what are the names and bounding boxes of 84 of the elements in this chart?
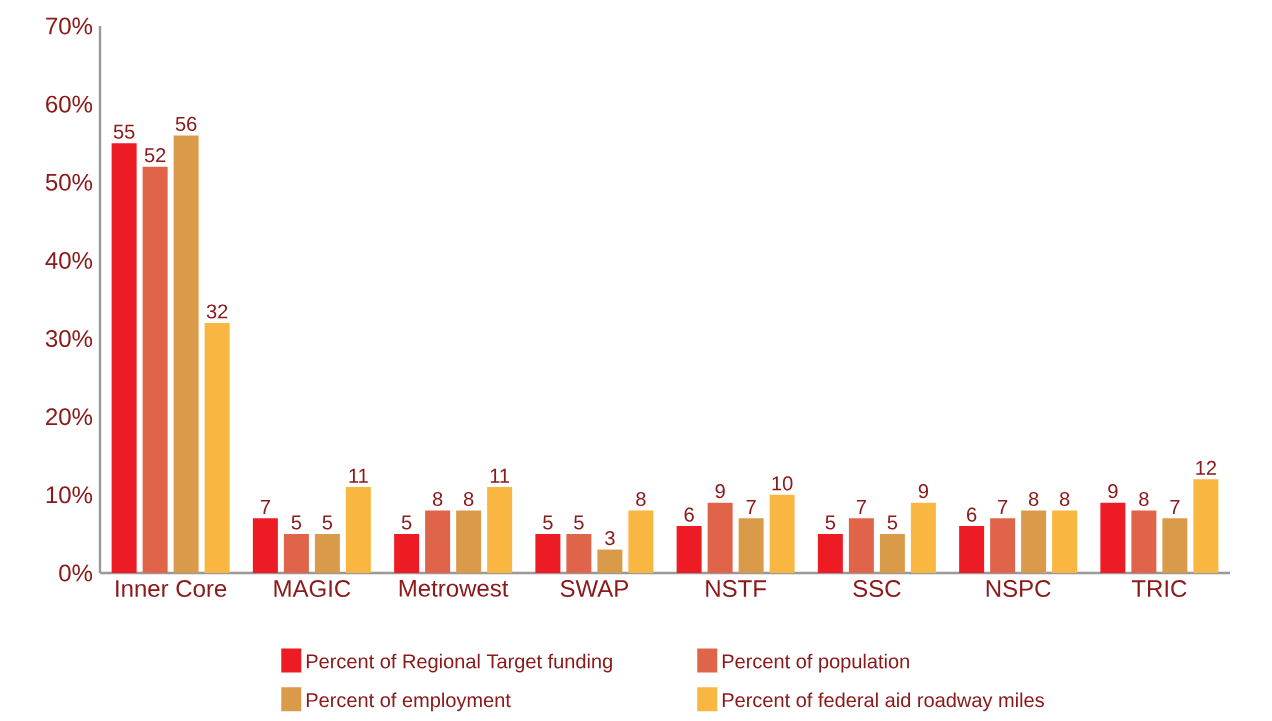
data-label: 7: [260, 500, 270, 514]
bar: [1193, 479, 1219, 573]
data-label: 11: [349, 468, 368, 483]
data-label: 32: [206, 304, 228, 319]
bar: [879, 533, 905, 573]
data-label: 5: [543, 515, 553, 530]
data-label: 9: [1108, 484, 1118, 499]
data-label: 7: [856, 500, 866, 514]
bar: [566, 533, 592, 573]
data-label: 56: [175, 116, 197, 131]
bar: [487, 487, 513, 573]
data-label: 8: [1028, 491, 1039, 507]
y-tick-label: 30%: [45, 330, 93, 348]
bar: [628, 510, 654, 573]
y-tick-label: 20%: [46, 408, 93, 426]
bar: [959, 526, 985, 573]
bar: [345, 487, 371, 573]
legend-label: Percent of federal aid roadway miles: [722, 692, 1044, 712]
data-label: 10: [772, 476, 793, 491]
bar: [707, 502, 733, 573]
bar: [597, 549, 623, 573]
bar: [283, 533, 309, 573]
y-tick-label: 50%: [45, 173, 93, 191]
data-label: 7: [998, 500, 1008, 514]
data-label: 5: [401, 515, 412, 530]
data-label: 5: [291, 515, 302, 530]
data-label: 8: [636, 491, 646, 507]
bar: [394, 533, 420, 573]
bar: [142, 166, 168, 573]
x-tick-label: TRIC: [1131, 580, 1187, 598]
bar: [738, 518, 764, 573]
data-label: 55: [113, 124, 135, 139]
data-label: 6: [684, 507, 694, 522]
data-label: 52: [144, 148, 166, 163]
bar: [1052, 510, 1078, 573]
data-label: 3: [605, 530, 615, 546]
bar: [204, 322, 230, 573]
data-label: 8: [463, 491, 474, 507]
bar: [173, 135, 199, 573]
bar: [1162, 518, 1188, 573]
legend-label: Percent of Regional Target funding: [306, 653, 612, 673]
bar: [535, 533, 561, 573]
data-label: 7: [1170, 500, 1180, 514]
data-label: 5: [574, 515, 584, 530]
x-tick-label: MAGIC: [274, 580, 351, 598]
bar: [848, 518, 874, 573]
y-tick-label: 10%: [46, 486, 93, 504]
bar: [1131, 510, 1157, 573]
data-label: 7: [746, 500, 756, 514]
bar: [1021, 510, 1047, 573]
data-label: 5: [825, 515, 836, 530]
x-tick-label: Inner Core: [116, 580, 227, 598]
bar: [910, 502, 936, 573]
data-label: 8: [1059, 491, 1070, 507]
x-tick-label: NSTF: [706, 580, 766, 598]
data-label: 8: [1139, 491, 1149, 507]
bar: [990, 518, 1016, 573]
y-tick-label: 70%: [46, 17, 93, 35]
bar: [456, 510, 482, 573]
data-label: 5: [322, 515, 333, 530]
x-tick-label: NSPC: [986, 580, 1051, 598]
bar: [769, 494, 795, 573]
data-label: 9: [715, 484, 725, 499]
legend-label: Percent of employment: [306, 692, 511, 712]
bar: [111, 143, 137, 573]
bar: [817, 533, 843, 573]
bar: [314, 533, 340, 573]
data-label: 5: [887, 515, 898, 530]
data-label: 8: [432, 491, 443, 507]
legend-label: Percent of population: [722, 653, 909, 673]
bar: [676, 526, 702, 573]
x-tick-label: Metrowest: [399, 580, 509, 597]
bar: [1100, 502, 1126, 573]
y-tick-label: 0%: [59, 564, 93, 582]
x-tick-label: SSC: [853, 580, 901, 598]
data-label: 11: [490, 468, 510, 483]
data-label: 6: [967, 507, 977, 522]
x-tick-label: SWAP: [560, 580, 629, 598]
y-tick-label: 60%: [46, 95, 93, 113]
bar: [252, 518, 278, 573]
data-label: 12: [1196, 460, 1216, 475]
y-tick-label: 40%: [45, 251, 93, 269]
bar: [425, 510, 451, 573]
data-label: 9: [918, 484, 929, 499]
